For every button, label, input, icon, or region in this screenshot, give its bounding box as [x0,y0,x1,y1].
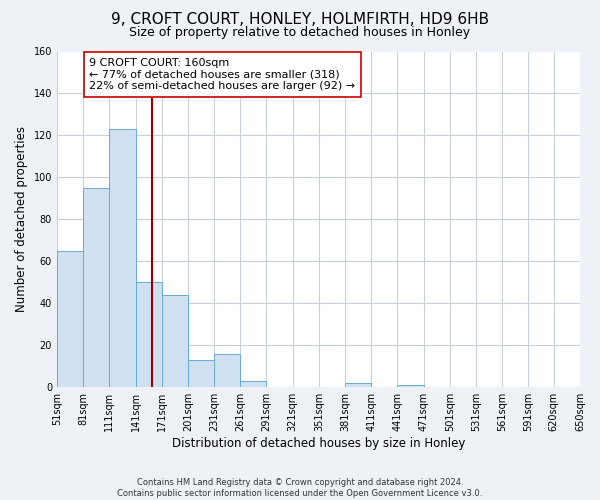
Bar [109,129,136,388]
Bar [214,354,241,388]
Bar [136,282,162,388]
Bar [188,360,214,388]
Bar [57,251,83,388]
Bar [162,295,188,388]
Text: Size of property relative to detached houses in Honley: Size of property relative to detached ho… [130,26,470,39]
Y-axis label: Number of detached properties: Number of detached properties [15,126,28,312]
X-axis label: Distribution of detached houses by size in Honley: Distribution of detached houses by size … [172,437,465,450]
Bar [241,381,266,388]
Bar [397,385,424,388]
Bar [83,188,109,388]
Text: 9 CROFT COURT: 160sqm
← 77% of detached houses are smaller (318)
22% of semi-det: 9 CROFT COURT: 160sqm ← 77% of detached … [89,58,355,91]
Text: 9, CROFT COURT, HONLEY, HOLMFIRTH, HD9 6HB: 9, CROFT COURT, HONLEY, HOLMFIRTH, HD9 6… [111,12,489,28]
Text: Contains HM Land Registry data © Crown copyright and database right 2024.
Contai: Contains HM Land Registry data © Crown c… [118,478,482,498]
Bar [345,383,371,388]
